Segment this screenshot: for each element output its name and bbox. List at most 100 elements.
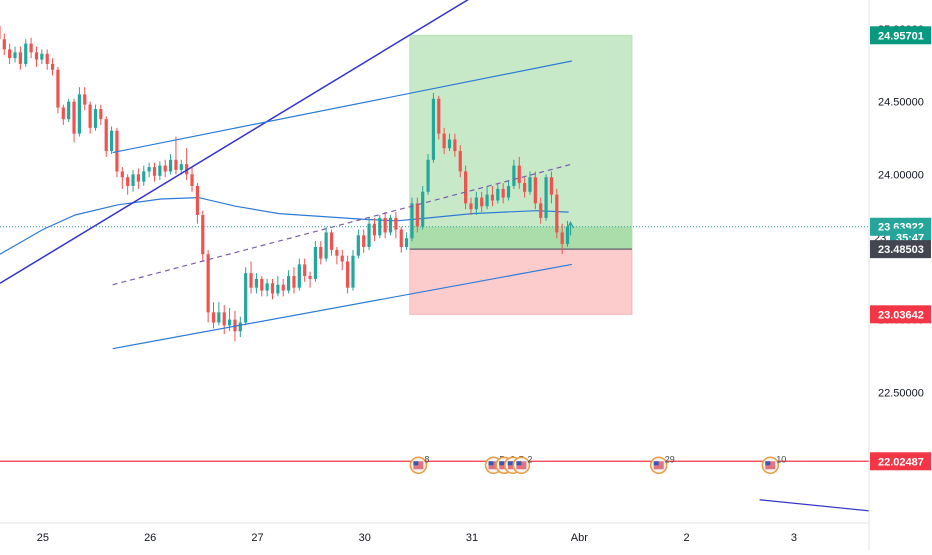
- candle[interactable]: [388, 215, 393, 236]
- candle[interactable]: [485, 185, 489, 210]
- candle[interactable]: [340, 249, 344, 271]
- candle[interactable]: [308, 271, 312, 288]
- channel-lower-line[interactable]: [112, 263, 572, 350]
- candle[interactable]: [77, 87, 81, 137]
- channel-upper-line[interactable]: [112, 60, 572, 154]
- candle[interactable]: [286, 270, 291, 294]
- candle[interactable]: [533, 171, 537, 210]
- candle[interactable]: [93, 104, 98, 131]
- candle[interactable]: [464, 165, 468, 210]
- candle[interactable]: [453, 133, 457, 157]
- candle[interactable]: [2, 33, 6, 56]
- candle[interactable]: [265, 278, 269, 297]
- candle[interactable]: [147, 162, 151, 178]
- candle[interactable]: [490, 185, 495, 207]
- candle[interactable]: [0, 17, 1, 46]
- outer-trend-line[interactable]: [0, 0, 592, 284]
- candle[interactable]: [539, 197, 543, 224]
- candle[interactable]: [383, 212, 387, 239]
- candle[interactable]: [496, 183, 500, 204]
- candle[interactable]: [29, 37, 33, 59]
- candle[interactable]: [163, 159, 167, 178]
- candle[interactable]: [378, 215, 382, 239]
- candle[interactable]: [501, 183, 505, 204]
- candle[interactable]: [40, 49, 44, 64]
- candle[interactable]: [410, 197, 414, 242]
- candle[interactable]: [346, 255, 350, 294]
- candle[interactable]: [18, 46, 22, 70]
- candle[interactable]: [394, 212, 398, 239]
- candle[interactable]: [152, 162, 157, 182]
- candle[interactable]: [506, 180, 511, 201]
- candle[interactable]: [426, 153, 430, 195]
- candle[interactable]: [168, 153, 173, 175]
- candle[interactable]: [45, 49, 49, 70]
- candle[interactable]: [351, 249, 355, 291]
- candle[interactable]: [195, 183, 200, 224]
- candle[interactable]: [415, 197, 419, 233]
- candle[interactable]: [303, 258, 307, 282]
- candle[interactable]: [458, 145, 462, 178]
- candle[interactable]: [399, 226, 403, 253]
- candle[interactable]: [109, 126, 114, 154]
- candle[interactable]: [555, 188, 559, 239]
- candle[interactable]: [136, 168, 140, 189]
- candle[interactable]: [405, 232, 409, 250]
- candle[interactable]: [512, 159, 516, 189]
- candle[interactable]: [528, 171, 532, 195]
- candle[interactable]: [56, 66, 60, 114]
- candle[interactable]: [544, 174, 548, 221]
- candle[interactable]: [126, 174, 130, 195]
- candle[interactable]: [437, 95, 441, 140]
- candle[interactable]: [174, 136, 178, 175]
- candle[interactable]: [260, 276, 264, 297]
- channel-middle-line[interactable]: [112, 163, 572, 286]
- candle[interactable]: [517, 156, 521, 189]
- candle[interactable]: [185, 148, 189, 181]
- candle[interactable]: [190, 167, 194, 192]
- candle[interactable]: [560, 223, 564, 255]
- candle[interactable]: [201, 210, 205, 262]
- candle[interactable]: [158, 161, 162, 181]
- candle[interactable]: [469, 197, 473, 216]
- candle[interactable]: [238, 316, 242, 338]
- candle[interactable]: [442, 127, 446, 154]
- candle[interactable]: [104, 116, 108, 157]
- candle[interactable]: [222, 305, 226, 335]
- candle[interactable]: [249, 261, 253, 294]
- candle[interactable]: [335, 246, 339, 265]
- candle[interactable]: [474, 191, 478, 216]
- event-marker[interactable]: 29: [649, 454, 675, 475]
- candle[interactable]: [179, 159, 183, 175]
- candle[interactable]: [217, 302, 221, 326]
- candle[interactable]: [292, 267, 296, 294]
- candle[interactable]: [523, 177, 527, 198]
- candle[interactable]: [372, 217, 377, 242]
- candle[interactable]: [244, 267, 248, 326]
- candle[interactable]: [83, 87, 87, 111]
- candle[interactable]: [72, 98, 76, 143]
- candle[interactable]: [115, 127, 119, 178]
- candle[interactable]: [120, 167, 124, 189]
- candle[interactable]: [142, 165, 146, 186]
- candle[interactable]: [431, 92, 436, 163]
- candle[interactable]: [549, 171, 554, 204]
- candle[interactable]: [281, 278, 285, 297]
- candle[interactable]: [324, 226, 328, 262]
- event-marker[interactable]: 10: [761, 454, 786, 475]
- candle[interactable]: [34, 46, 39, 67]
- candle[interactable]: [319, 241, 323, 265]
- candle[interactable]: [24, 39, 28, 67]
- candle[interactable]: [313, 241, 318, 282]
- candle[interactable]: [480, 191, 484, 213]
- candle[interactable]: [297, 258, 301, 291]
- event-marker[interactable]: 2: [512, 454, 532, 475]
- candle[interactable]: [329, 229, 334, 256]
- candle[interactable]: [356, 229, 360, 259]
- candle[interactable]: [211, 302, 216, 329]
- trailing-line[interactable]: [759, 499, 875, 512]
- candle[interactable]: [13, 46, 17, 63]
- candle[interactable]: [99, 104, 103, 125]
- candle[interactable]: [206, 249, 210, 323]
